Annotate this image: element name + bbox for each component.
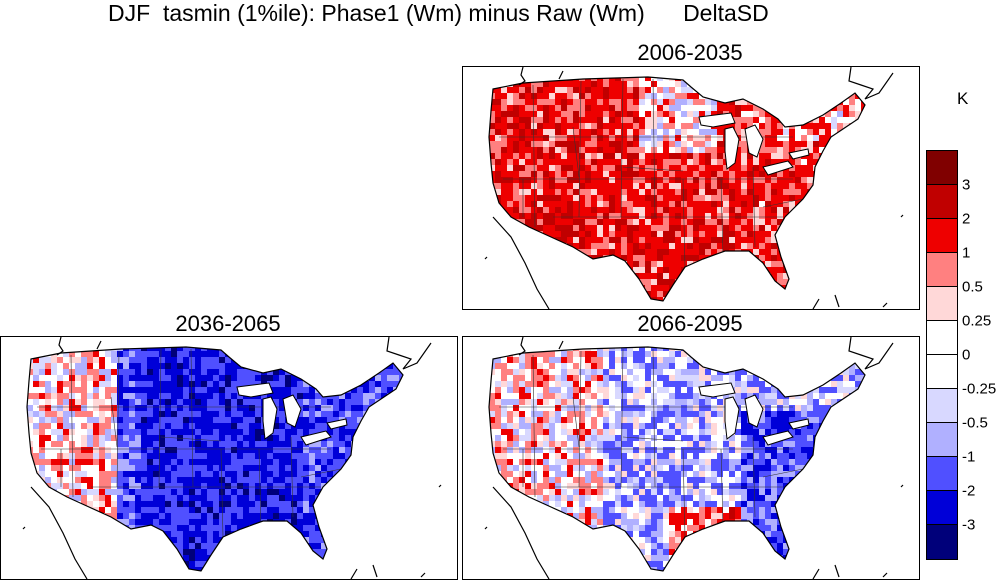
great-lake [724,396,740,440]
great-lake [788,148,810,160]
great-lake [236,382,274,398]
coastline [848,67,894,100]
coastline [96,340,102,350]
temperature-field [489,347,865,571]
coastline [26,346,404,572]
coastline [518,337,526,356]
colorbar-unit: K [957,89,969,108]
coastline [900,214,904,218]
colorbar-swatch [927,423,957,457]
great-lake [262,396,278,440]
colorbar-swatch [927,491,957,525]
panel-title-2036-2065: 2036-2065 [175,311,281,336]
state-borders [499,348,804,538]
great-lake [724,126,740,170]
great-lake [762,160,794,176]
colorbar-swatch [927,389,957,423]
colorbar-tick-label: -3 [962,516,976,534]
colorbar-swatch [927,151,957,185]
coastline [848,337,894,370]
coastline [834,564,840,578]
coastline [900,484,904,488]
colorbar-tick-label: 2 [962,210,971,228]
colorbar-tick-label: -0.25 [962,380,997,398]
colorbar-swatch [927,185,957,219]
coastline [882,302,888,308]
colorbar-tick-label: -2 [962,482,976,500]
coastline [420,572,426,578]
coastline [484,256,488,260]
figure-title: DJF tasmin (1%ile): Phase1 (Wm) minus Ra… [108,0,769,26]
colorbar-tick-label: -1 [962,448,976,466]
coastline [488,76,866,302]
temperature-field [27,347,403,571]
coastline [492,486,550,579]
colorbar [926,150,958,560]
colorbar-swatch [927,321,957,355]
state-borders [37,348,342,538]
coastline [56,337,64,356]
great-lake [744,394,764,428]
map-canvas [484,67,904,309]
great-lake [698,382,736,398]
coastline [350,568,358,579]
great-lake [326,418,348,430]
map-canvas [484,337,904,579]
colorbar-tick-label: -0.5 [962,414,988,432]
colorbar-tick-label: 1 [962,244,971,262]
coastline [386,337,432,370]
coastline [30,486,88,579]
colorbar-swatch [927,355,957,389]
coastline [22,526,26,530]
colorbar-swatch [927,525,957,559]
colorbar-swatch [927,287,957,321]
great-lake [282,394,302,428]
panel-title-2006-2035: 2006-2035 [637,40,743,65]
state-borders [499,78,804,268]
map-panel-2006-2035 [462,66,920,310]
coastline [882,572,888,578]
map-panel-2066-2095 [462,336,920,580]
coastline [488,346,866,572]
colorbar-tick-label: 0.5 [962,278,983,296]
great-lake [698,112,736,128]
colorbar-tick-label: 0.25 [962,312,992,330]
coastline [372,564,378,578]
coastline [558,340,564,350]
map-canvas [22,337,442,579]
colorbar-swatch [927,457,957,491]
great-lake [744,124,764,158]
coastline [438,484,442,488]
panel-title-2066-2095: 2066-2095 [637,311,743,336]
colorbar-tick-label: 3 [962,176,971,194]
map-panel-2036-2065 [0,336,458,580]
great-lake [788,418,810,430]
temperature-field [489,77,865,301]
coastline [558,70,564,80]
colorbar-swatch [927,219,957,253]
coastline [518,67,526,86]
colorbar-tick-label: 0 [962,346,971,364]
great-lake [300,430,332,446]
coastline [812,568,820,579]
coastline [834,294,840,308]
coastline [812,298,820,309]
great-lake [762,430,794,446]
coastline [492,216,550,309]
coastline [484,526,488,530]
colorbar-swatch [927,253,957,287]
